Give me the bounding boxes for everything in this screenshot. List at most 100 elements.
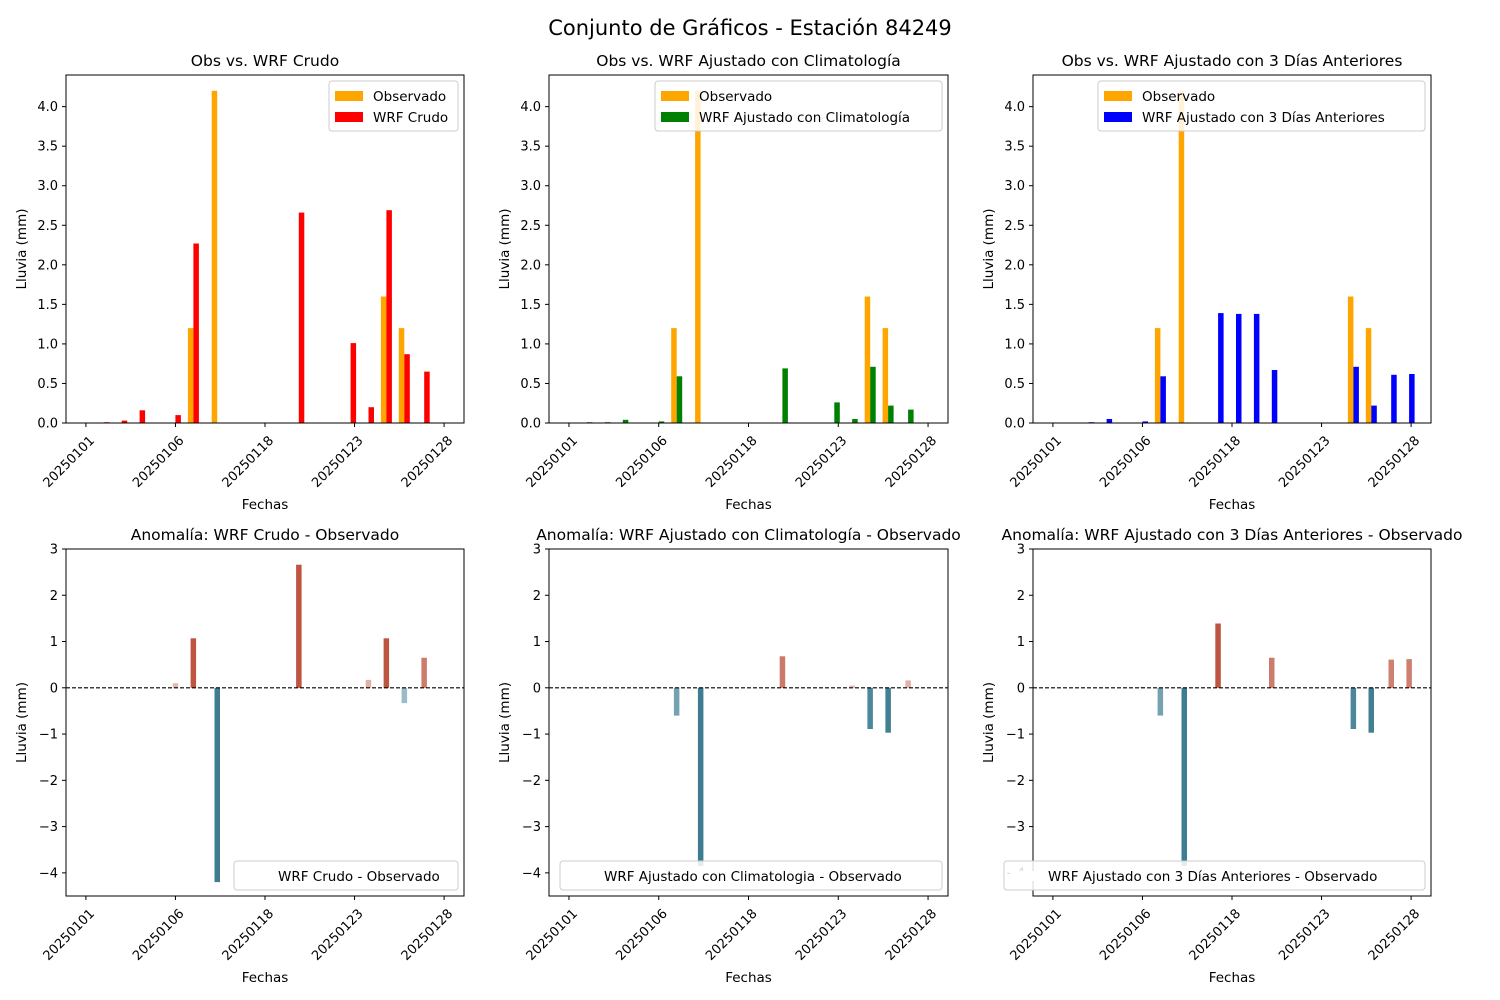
xtick-label: 20250118 bbox=[1187, 906, 1244, 963]
bar-anom-clim-s0-20250127 bbox=[905, 680, 911, 688]
legend-swatch bbox=[240, 871, 268, 881]
ytick-label: 3 bbox=[1017, 543, 1025, 558]
ytick-label: −2 bbox=[39, 774, 58, 789]
bar-obs-vs-crudo-s1-20250126 bbox=[404, 354, 410, 423]
xtick-label: 20250118 bbox=[703, 433, 760, 490]
legend-swatch bbox=[661, 112, 689, 122]
xtick-label: 20250106 bbox=[130, 906, 187, 963]
bar-obs-vs-3dias-s1-20250128 bbox=[1409, 374, 1415, 423]
legend-label: Observado bbox=[699, 89, 772, 105]
bar-anom-crudo-s0-20250119 bbox=[296, 564, 302, 688]
chart-title-anom-clim: Anomalía: WRF Ajustado con Climatología … bbox=[536, 526, 961, 544]
xtick-label: 20250101 bbox=[41, 433, 98, 490]
legend-label: WRF Ajustado con 3 Días Anteriores bbox=[1142, 110, 1385, 126]
xtick-label: 20250128 bbox=[883, 433, 940, 490]
ytick-label: 2.0 bbox=[520, 258, 541, 273]
y-axis-label: Lluvia (mm) bbox=[14, 209, 30, 290]
ytick-label: 1 bbox=[1017, 635, 1025, 650]
y-axis-label: Lluvia (mm) bbox=[497, 682, 513, 763]
bar-obs-vs-crudo-s1-20250127 bbox=[424, 371, 430, 423]
legend-anom-clim: WRF Ajustado con Climatologia - Observad… bbox=[559, 860, 943, 891]
bar-obs-vs-crudo-s1-20250124 bbox=[368, 407, 374, 423]
ytick-label: 2.5 bbox=[520, 219, 541, 234]
chart-title-obs-vs-clim: Obs vs. WRF Ajustado con Climatología bbox=[596, 52, 901, 70]
xtick-label: 20250101 bbox=[41, 906, 98, 963]
bar-anom-3dias-s0-20250107 bbox=[1157, 687, 1164, 716]
ytick-label: 0.5 bbox=[520, 377, 541, 392]
y-axis-label: Lluvia (mm) bbox=[981, 682, 997, 763]
bar-obs-vs-crudo-s0-20250109 bbox=[211, 90, 218, 424]
legend-box bbox=[559, 860, 943, 891]
bar-obs-vs-3dias-s1-20250127 bbox=[1391, 374, 1397, 423]
bar-anom-3dias-s0-20250110 bbox=[1215, 623, 1221, 688]
ytick-label: 3.5 bbox=[37, 140, 58, 155]
ytick-label: 1.5 bbox=[520, 298, 541, 313]
ytick-label: 0.5 bbox=[1004, 377, 1025, 392]
bar-obs-vs-3dias-s1-20250106 bbox=[1142, 421, 1148, 423]
ytick-label: 3.0 bbox=[1004, 179, 1025, 194]
chart-panel-anom-3dias: Anomalía: WRF Ajustado con 3 Días Anteri… bbox=[981, 526, 1462, 986]
ytick-label: −2 bbox=[1006, 774, 1025, 789]
legend-swatch bbox=[566, 871, 594, 881]
bar-anom-crudo-s0-20250124 bbox=[365, 679, 372, 688]
ytick-label: 2.5 bbox=[1004, 219, 1025, 234]
ytick-label: 3.0 bbox=[37, 179, 58, 194]
ytick-label: 3.0 bbox=[520, 179, 541, 194]
bar-obs-vs-crudo-s1-20250107 bbox=[193, 243, 199, 423]
x-axis-label: Fechas bbox=[725, 497, 772, 513]
xtick-label: 20250106 bbox=[1097, 906, 1154, 963]
bar-anom-3dias-s0-20250127 bbox=[1388, 659, 1394, 688]
bar-anom-3dias-s0-20250126 bbox=[1368, 687, 1374, 733]
bar-anom-crudo-s0-20250127 bbox=[421, 657, 427, 688]
bar-anom-3dias-s0-20250113 bbox=[1269, 657, 1275, 688]
bar-obs-vs-clim-s1-20250119 bbox=[782, 368, 788, 423]
bar-anom-3dias-s0-20250109 bbox=[1181, 687, 1187, 866]
xtick-label: 20250123 bbox=[309, 433, 366, 490]
ytick-label: 2.0 bbox=[1004, 258, 1025, 273]
legend-label: WRF Ajustado con 3 Días Anteriores - Obs… bbox=[1048, 869, 1377, 885]
bar-obs-vs-crudo-s1-20250103 bbox=[121, 420, 128, 423]
xtick-label: 20250118 bbox=[1187, 433, 1244, 490]
bar-obs-vs-clim-s1-20250104 bbox=[622, 419, 629, 423]
bar-obs-vs-crudo-s1-20250104 bbox=[139, 410, 146, 423]
ytick-label: 2.5 bbox=[37, 219, 58, 234]
bar-obs-vs-clim-s0-20250126 bbox=[882, 328, 889, 423]
chart-panel-anom-crudo: Anomalía: WRF Crudo - Observado −4 −3 −2 −1 0… bbox=[14, 526, 465, 986]
legend-label: Observado bbox=[373, 89, 446, 105]
x-axis-label: Fechas bbox=[1209, 497, 1256, 513]
ytick-label: 1 bbox=[50, 635, 58, 650]
chart-title-obs-vs-crudo: Obs vs. WRF Crudo bbox=[191, 52, 339, 70]
legend-swatch bbox=[1104, 91, 1132, 101]
legend-obs-vs-clim: Observado WRF Ajustado con Climatología bbox=[654, 80, 943, 132]
ytick-label: 0 bbox=[50, 681, 58, 696]
y-axis-label: Lluvia (mm) bbox=[14, 682, 30, 763]
ytick-label: 1.0 bbox=[1004, 337, 1025, 352]
ytick-label: 2 bbox=[1017, 589, 1025, 604]
xtick-label: 20250118 bbox=[703, 906, 760, 963]
bar-obs-vs-3dias-s0-20250109 bbox=[1178, 90, 1185, 424]
ytick-label: 0 bbox=[1017, 681, 1025, 696]
bar-obs-vs-clim-s1-20250123 bbox=[834, 402, 840, 423]
ytick-label: 1.5 bbox=[1004, 298, 1025, 313]
ytick-label: −3 bbox=[522, 820, 541, 835]
legend-swatch bbox=[661, 91, 689, 101]
ytick-label: −3 bbox=[39, 820, 58, 835]
bar-obs-vs-3dias-s1-20250111 bbox=[1236, 313, 1242, 423]
bar-obs-vs-clim-s1-20250125 bbox=[870, 366, 876, 423]
bar-anom-3dias-s0-20250125 bbox=[1350, 687, 1357, 729]
legend-swatch bbox=[335, 112, 363, 122]
ytick-label: −1 bbox=[1006, 728, 1025, 743]
bar-obs-vs-3dias-s1-20250107 bbox=[1160, 376, 1166, 423]
bar-anom-crudo-s0-20250125 bbox=[383, 638, 390, 688]
bar-obs-vs-3dias-s1-20250112 bbox=[1253, 313, 1260, 423]
x-axis-label: Fechas bbox=[242, 497, 289, 513]
xtick-label: 20250128 bbox=[399, 906, 456, 963]
bar-obs-vs-3dias-s0-20250125 bbox=[1347, 296, 1354, 423]
xtick-label: 20250123 bbox=[1276, 906, 1333, 963]
bar-obs-vs-clim-s0-20250125 bbox=[864, 296, 871, 423]
legend-box bbox=[1003, 860, 1426, 891]
bar-anom-crudo-s0-20250109 bbox=[214, 687, 220, 883]
legend-label: Observado bbox=[1142, 89, 1215, 105]
xtick-label: 20250128 bbox=[399, 433, 456, 490]
bar-anom-crudo-s0-20250106 bbox=[172, 683, 179, 688]
